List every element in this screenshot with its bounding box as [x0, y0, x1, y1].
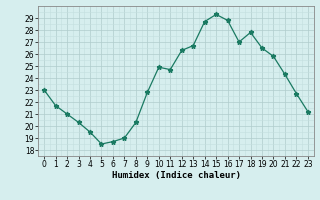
X-axis label: Humidex (Indice chaleur): Humidex (Indice chaleur) — [111, 171, 241, 180]
